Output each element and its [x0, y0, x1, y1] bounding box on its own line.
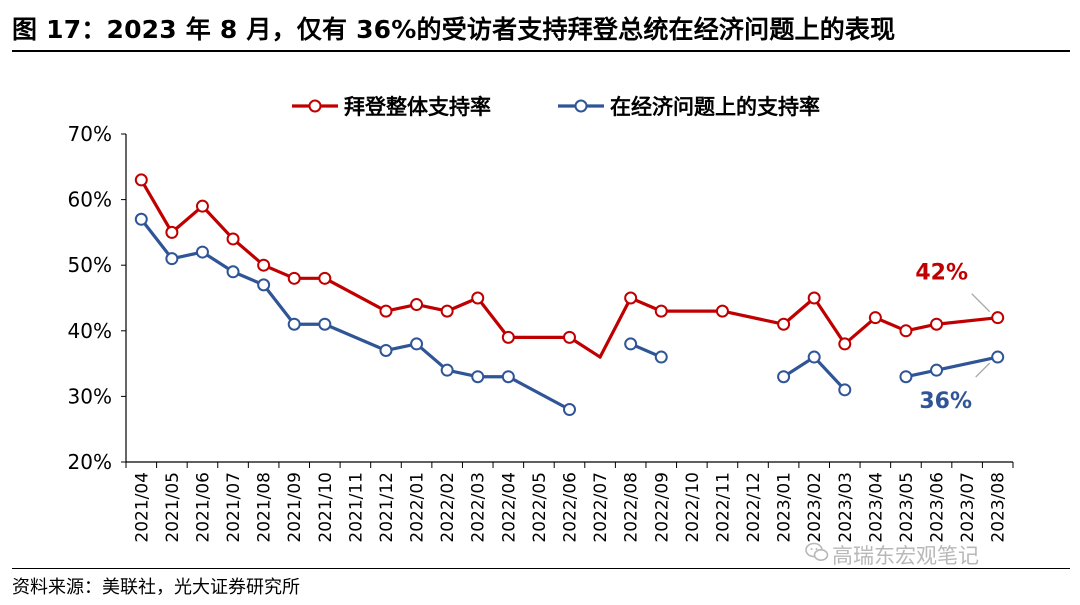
x-tick-label: 2022/08	[622, 472, 642, 543]
data-point	[899, 370, 913, 384]
y-tick-label: 70%	[68, 122, 112, 146]
data-point	[134, 173, 148, 187]
data-point	[715, 304, 729, 318]
x-tick-label: 2022/09	[652, 472, 672, 543]
data-point	[501, 330, 515, 344]
x-tick-label: 2022/04	[499, 472, 519, 543]
y-tick-label: 20%	[68, 450, 112, 474]
data-point	[624, 337, 638, 351]
x-tick-label: 2021/05	[163, 472, 183, 543]
legend-label: 在经济问题上的支持率	[610, 95, 820, 119]
x-tick-label: 2021/10	[316, 472, 336, 543]
figure-title: 图 17：2023 年 8 月，仅有 36%的受访者支持拜登总统在经济问题上的表…	[12, 15, 896, 44]
x-tick-label: 2023/01	[775, 472, 795, 543]
x-tick-label: 2021/06	[193, 472, 213, 543]
data-point	[838, 337, 852, 351]
annotation-label: 42%	[915, 261, 968, 286]
data-point	[257, 258, 271, 272]
data-point	[471, 370, 485, 384]
x-tick-label: 2023/04	[866, 472, 886, 543]
x-tick-label: 2022/02	[438, 472, 458, 543]
legend-marker	[308, 99, 322, 113]
watermark: 高瑞东宏观笔记	[832, 544, 979, 568]
data-point	[226, 232, 240, 246]
data-point	[563, 403, 576, 417]
data-point	[777, 317, 791, 331]
x-tick-label: 2023/03	[836, 472, 856, 543]
x-tick-label: 2021/08	[255, 472, 275, 543]
data-point	[440, 304, 454, 318]
data-point	[195, 245, 209, 259]
data-point	[287, 271, 301, 285]
annotation-label: 36%	[919, 389, 972, 414]
data-point	[501, 370, 515, 384]
data-point	[440, 363, 454, 377]
source-note: 资料来源：美联社，光大证券研究所	[12, 577, 300, 598]
data-point	[471, 291, 485, 305]
data-point	[318, 317, 332, 331]
data-point	[654, 304, 668, 318]
series-line	[139, 178, 602, 359]
data-point	[654, 350, 668, 364]
x-tick-label: 2022/12	[744, 472, 764, 543]
x-tick-label: 2023/08	[989, 472, 1009, 543]
data-point	[165, 252, 179, 266]
data-point	[195, 199, 209, 213]
line-chart: 20% 30% 40% 50% 60% 70% 2021/04 2021/05 2021/06 2…	[68, 95, 1014, 543]
x-tick-label: 2023/05	[897, 472, 917, 543]
title-divider	[12, 50, 1070, 52]
x-tick-label: 2021/12	[377, 472, 397, 543]
annotation-leader	[971, 293, 991, 313]
data-point	[379, 304, 393, 318]
y-tick-label: 60%	[68, 188, 112, 212]
x-tick-label: 2021/11	[346, 472, 366, 543]
data-point	[930, 317, 944, 331]
data-point	[287, 317, 301, 331]
legend-label: 拜登整体支持率	[344, 95, 491, 119]
x-tick-label: 2023/06	[928, 472, 948, 543]
y-tick-label: 30%	[68, 384, 112, 408]
x-tick-label: 2022/06	[561, 472, 581, 543]
data-point	[379, 343, 393, 357]
annotation-leader	[975, 362, 991, 378]
x-tick-label: 2022/07	[591, 472, 611, 543]
data-point	[991, 350, 1005, 364]
x-tick-label: 2021/04	[132, 472, 152, 543]
data-point	[899, 324, 913, 338]
series-line	[904, 355, 1000, 379]
data-point	[226, 265, 240, 279]
x-tick-label: 2021/07	[224, 472, 244, 543]
x-tick-label: 2023/02	[805, 472, 825, 543]
data-point	[930, 363, 944, 377]
x-tick-label: 2022/03	[469, 472, 489, 543]
y-tick-label: 40%	[68, 319, 112, 343]
data-point	[868, 311, 882, 325]
data-point	[257, 278, 271, 292]
x-tick-label: 2022/01	[408, 472, 428, 543]
data-point	[807, 350, 821, 364]
data-point	[563, 330, 576, 344]
x-tick-label: 2022/10	[683, 472, 703, 543]
x-tick-label: 2023/07	[958, 472, 978, 543]
data-point	[410, 298, 424, 312]
data-point	[624, 291, 638, 305]
x-tick-label: 2022/05	[530, 472, 550, 543]
data-point	[410, 337, 424, 351]
x-tick-label: 2022/11	[713, 472, 733, 543]
data-point	[318, 271, 332, 285]
data-point	[838, 383, 852, 397]
data-point	[777, 370, 791, 384]
source-divider	[12, 568, 1070, 569]
y-tick-label: 50%	[68, 253, 112, 277]
legend-marker	[574, 99, 588, 113]
wechat-icon	[805, 542, 829, 561]
data-point	[807, 291, 821, 305]
data-point	[165, 225, 179, 239]
x-tick-label: 2021/09	[285, 472, 305, 543]
data-point	[134, 212, 148, 226]
data-point	[991, 311, 1005, 325]
